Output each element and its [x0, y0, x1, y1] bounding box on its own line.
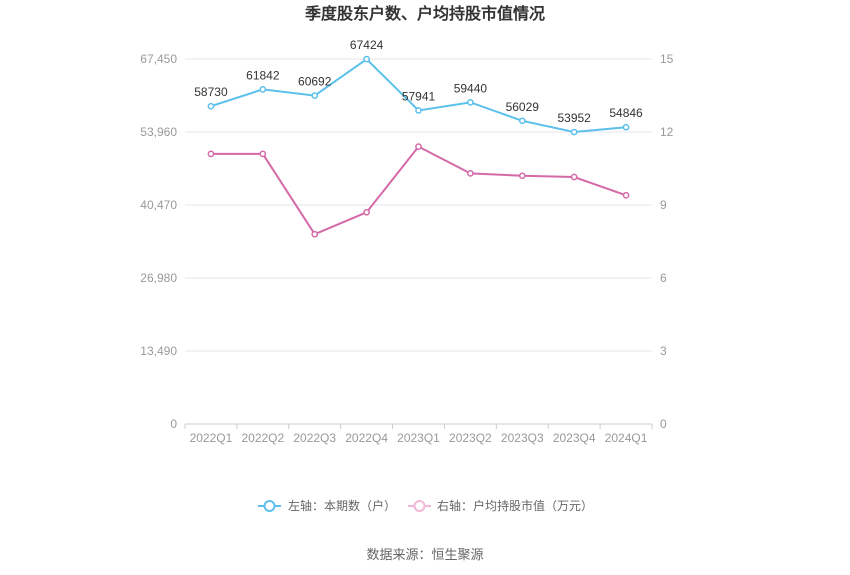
right-tick-label: 3 [660, 344, 667, 358]
data-point[interactable] [415, 143, 422, 150]
data-point[interactable] [467, 98, 474, 106]
x-tick-label: 2023Q2 [449, 431, 492, 445]
legend-label-right: 右轴：户均持股市值（万元） [437, 498, 593, 513]
data-point[interactable] [207, 150, 215, 158]
data-label: 67424 [350, 38, 384, 52]
legend-marker-right [413, 500, 426, 512]
left-tick-label: 53,960 [140, 125, 177, 139]
data-point[interactable] [259, 150, 267, 158]
data-point[interactable] [363, 55, 370, 63]
data-label: 56029 [506, 100, 540, 114]
data-point[interactable] [622, 191, 630, 199]
data-point[interactable] [518, 172, 526, 180]
left-tick-label: 13,490 [140, 344, 177, 358]
left-tick-label: 0 [170, 417, 177, 431]
data-point[interactable] [311, 92, 319, 99]
x-tick-label: 2022Q1 [190, 431, 233, 445]
data-label: 60692 [298, 75, 332, 89]
left-tick-label: 26,980 [140, 271, 177, 285]
data-label: 54846 [609, 106, 643, 120]
data-label: 61842 [246, 68, 280, 82]
source-note: 数据来源：恒生聚源 [366, 548, 483, 563]
data-point[interactable] [259, 85, 267, 93]
data-point[interactable] [570, 173, 578, 181]
left-tick-label: 67,450 [140, 52, 177, 66]
data-point[interactable] [363, 208, 370, 216]
chart-title: 季度股东户数、户均持股市值情况 [304, 4, 545, 23]
right-tick-label: 9 [660, 198, 667, 212]
x-tick-label: 2023Q4 [553, 431, 596, 445]
x-tick-label: 2022Q2 [241, 431, 284, 445]
series-layer [207, 55, 630, 238]
left-tick-label: 40,470 [140, 198, 177, 212]
data-label: 59440 [454, 81, 488, 95]
data-point[interactable] [622, 123, 630, 131]
right-tick-label: 12 [660, 125, 674, 139]
x-tick-label: 2022Q3 [293, 431, 336, 445]
legend-item-left[interactable]: 左轴：本期数（户） [258, 498, 396, 513]
x-tick-label: 2024Q1 [605, 431, 648, 445]
right-tick-label: 6 [660, 271, 667, 285]
x-tick-label: 2023Q3 [501, 431, 544, 445]
data-point[interactable] [311, 230, 319, 238]
data-point[interactable] [207, 102, 215, 110]
right-tick-label: 15 [660, 52, 674, 66]
legend: 左轴：本期数（户） 右轴：户均持股市值（万元） [258, 498, 593, 513]
data-labels: 58730 61842 60692 67424 57941 59440 56029 53952… [194, 38, 643, 125]
series-line-right [210, 145, 627, 236]
data-point[interactable] [518, 117, 526, 125]
data-point[interactable] [570, 128, 578, 136]
legend-label-left: 左轴：本期数（户） [288, 498, 396, 513]
data-label: 58730 [194, 85, 228, 99]
axes: 0 13,490 26,980 40,470 53,960 67,450 0 3 6 9 12 15 2… [140, 52, 673, 445]
x-tick-label: 2022Q4 [345, 431, 388, 445]
data-label: 53952 [557, 111, 591, 125]
data-label: 57941 [402, 89, 436, 103]
data-point[interactable] [415, 107, 422, 114]
right-tick-label: 0 [660, 417, 667, 431]
x-tick-label: 2023Q1 [397, 431, 440, 445]
data-point[interactable] [467, 170, 474, 177]
legend-marker-left [263, 500, 276, 512]
legend-item-right[interactable]: 右轴：户均持股市值（万元） [408, 498, 593, 513]
